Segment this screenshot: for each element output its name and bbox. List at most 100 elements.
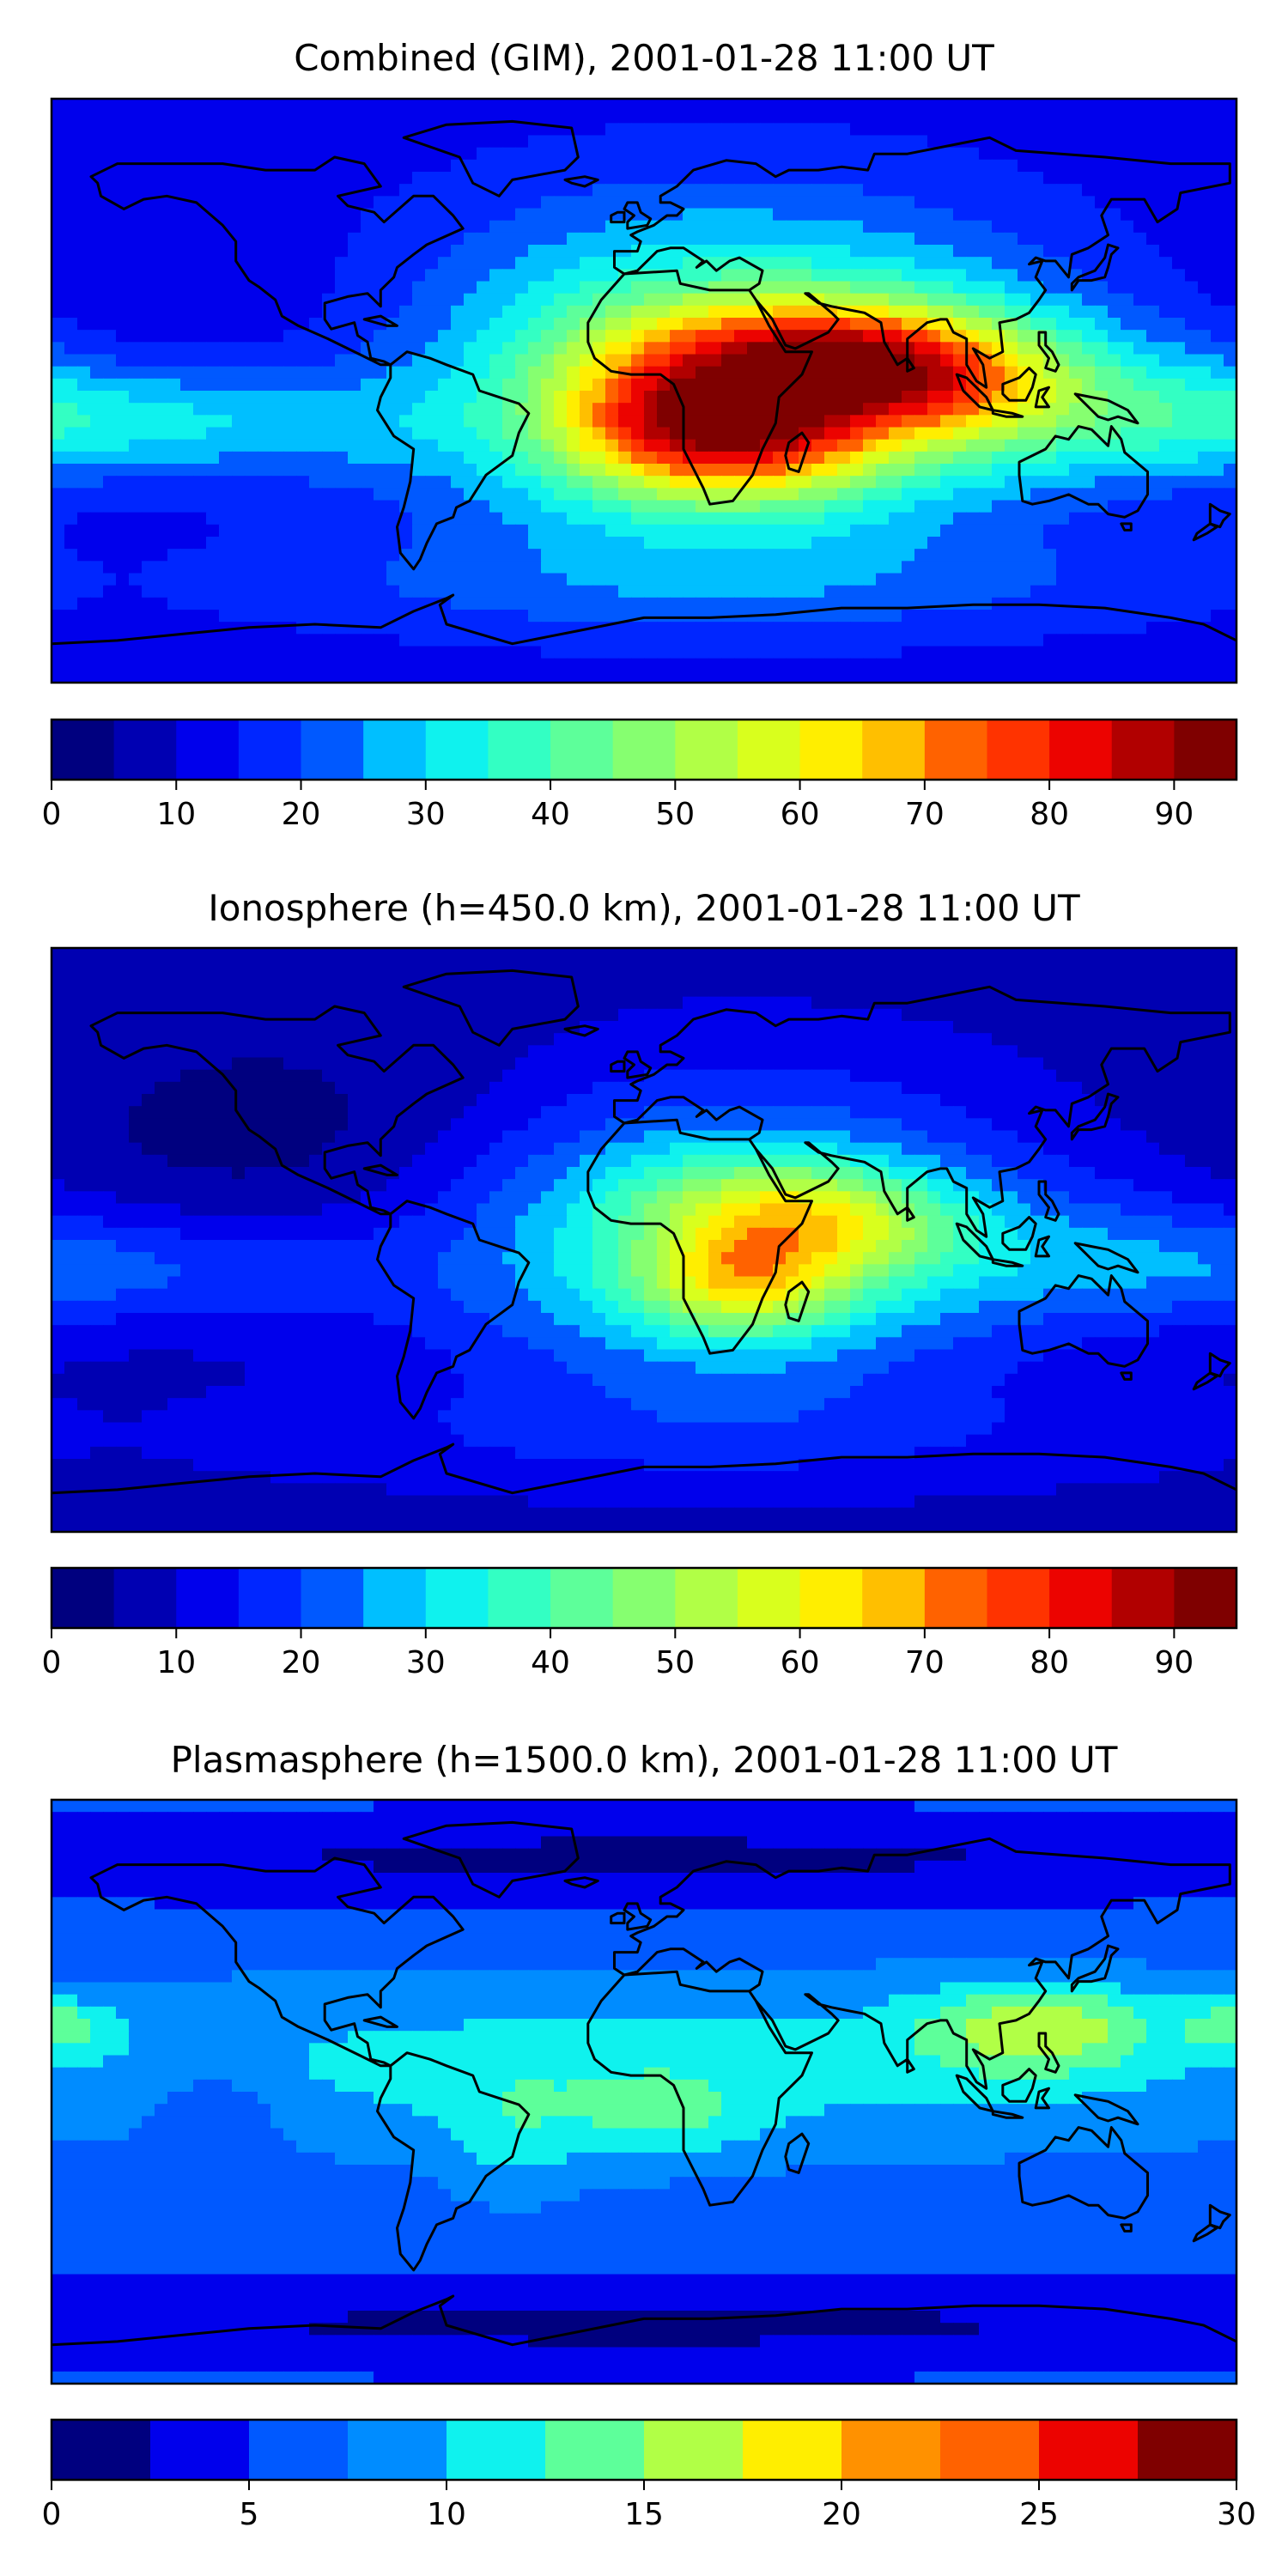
field-cell — [348, 257, 361, 270]
field-cell — [1211, 573, 1224, 586]
field-cell — [657, 464, 671, 477]
field-cell — [1133, 658, 1147, 671]
field-cell — [696, 984, 709, 998]
field-cell — [708, 391, 722, 404]
field-cell — [52, 293, 65, 307]
field-cell — [489, 281, 503, 295]
field-cell — [477, 123, 490, 137]
field-cell — [580, 960, 593, 974]
field-cell — [992, 646, 1005, 659]
field-cell — [116, 960, 130, 974]
field-cell — [258, 549, 271, 562]
field-cell — [258, 984, 271, 998]
field-cell — [902, 184, 915, 197]
field-cell — [386, 305, 400, 319]
field-cell — [361, 585, 374, 598]
field-cell — [1172, 378, 1186, 392]
field-cell — [167, 622, 181, 635]
field-cell — [193, 220, 207, 234]
field-cell — [708, 439, 722, 453]
field-cell — [348, 960, 361, 974]
field-cell — [966, 220, 980, 234]
colorbar-segment — [363, 720, 427, 780]
field-cell — [592, 561, 606, 574]
field-cell — [1211, 293, 1224, 307]
field-cell — [657, 488, 671, 501]
field-cell — [1224, 622, 1236, 635]
field-cell — [296, 281, 310, 295]
field-cell — [477, 245, 490, 258]
field-cell — [193, 646, 207, 659]
field-cell — [103, 147, 117, 161]
field-cell — [52, 196, 65, 210]
field-cell — [477, 159, 490, 173]
field-cell — [708, 220, 722, 234]
field-cell — [219, 305, 233, 319]
field-cell — [219, 573, 233, 586]
field-cell — [412, 208, 426, 222]
field-cell — [90, 524, 104, 538]
field-cell — [863, 585, 877, 598]
field-cell — [992, 269, 1005, 283]
field-cell — [927, 391, 941, 404]
field-cell — [927, 488, 941, 501]
field-cell — [386, 948, 400, 961]
field-cell — [1172, 159, 1186, 173]
field-cell — [914, 646, 928, 659]
field-cell — [1172, 561, 1186, 574]
field-cell — [1172, 269, 1186, 283]
field-cell — [232, 172, 246, 185]
colorbar-tick-label: 30 — [406, 797, 446, 832]
field-cell — [554, 257, 568, 270]
field-cell — [142, 403, 155, 416]
field-cell — [734, 196, 748, 210]
field-cell — [631, 123, 645, 137]
field-cell — [193, 391, 207, 404]
field-cell — [644, 573, 658, 586]
field-cell — [515, 159, 529, 173]
field-cell — [1121, 232, 1134, 246]
field-cell — [477, 135, 490, 149]
field-cell — [116, 147, 130, 161]
field-cell — [412, 366, 426, 380]
field-cell — [309, 281, 323, 295]
field-cell — [322, 500, 336, 513]
field-cell — [1159, 585, 1173, 598]
field-cell — [1172, 305, 1186, 319]
field-cell — [348, 439, 361, 453]
field-cell — [554, 451, 568, 465]
field-cell — [116, 476, 130, 489]
field-cell — [1030, 646, 1044, 659]
field-cell — [683, 658, 696, 671]
field-cell — [412, 622, 426, 635]
field-cell — [464, 476, 477, 489]
field-cell — [979, 427, 993, 440]
field-cell — [270, 318, 284, 331]
field-cell — [335, 111, 349, 125]
field-cell — [180, 597, 194, 611]
field-cell — [528, 996, 542, 1010]
field-cell — [953, 257, 967, 270]
field-cell — [206, 996, 220, 1010]
field-cell — [206, 415, 220, 428]
field-cell — [1121, 208, 1134, 222]
field-cell — [64, 269, 78, 283]
field-cell — [554, 391, 568, 404]
field-cell — [1069, 658, 1083, 671]
field-cell — [180, 427, 194, 440]
field-cell — [412, 172, 426, 185]
field-cell — [889, 172, 902, 185]
field-cell — [90, 960, 104, 974]
field-cell — [811, 658, 825, 671]
field-cell — [90, 415, 104, 428]
field-cell — [309, 220, 323, 234]
field-cell — [116, 646, 130, 659]
field-cell — [683, 147, 696, 161]
field-cell — [1224, 427, 1236, 440]
field-cell — [657, 99, 671, 112]
field-cell — [580, 135, 593, 149]
field-cell — [1030, 220, 1044, 234]
colorbar-segment — [924, 720, 988, 780]
field-cell — [554, 597, 568, 611]
field-cell — [1172, 488, 1186, 501]
